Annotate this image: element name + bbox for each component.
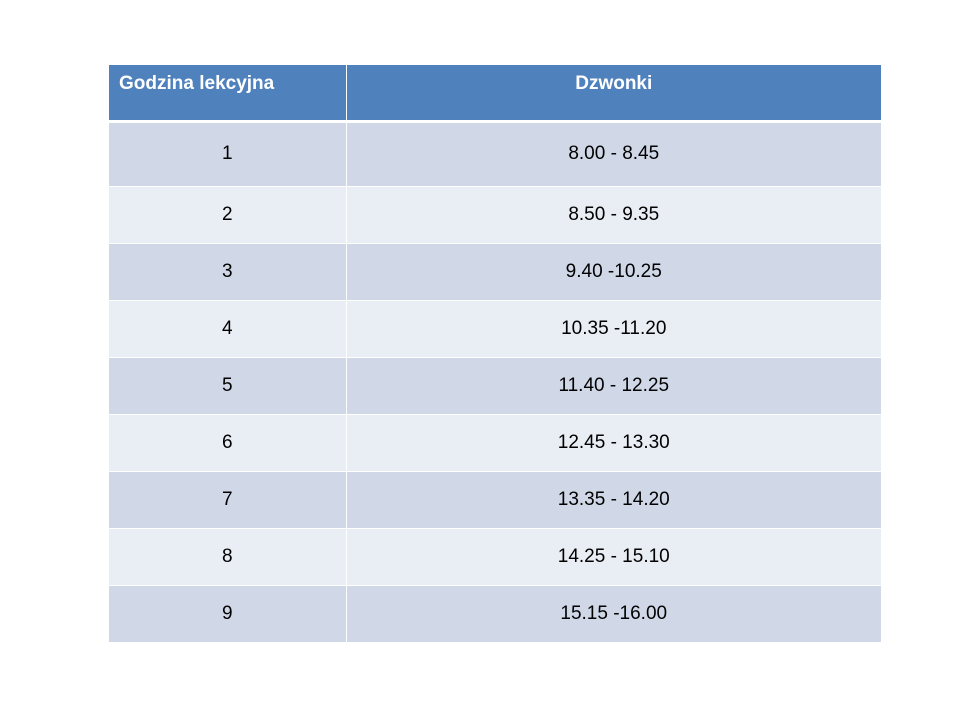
table-row: 4 10.35 -11.20 [109,300,881,358]
lesson-number-cell: 2 [109,186,346,244]
header-bells: Dzwonki [345,65,881,123]
lesson-number-cell: 6 [109,414,346,472]
lesson-number-cell: 1 [109,121,346,187]
lesson-number-cell: 7 [109,471,346,529]
table-header-row: Godzina lekcyjna Dzwonki [109,65,881,123]
bell-time-cell: 8.00 - 8.45 [345,121,881,187]
lesson-number-cell: 4 [109,300,346,358]
table-row: 6 12.45 - 13.30 [109,414,881,472]
lesson-number-cell: 5 [109,357,346,415]
table-row: 9 15.15 -16.00 [109,585,881,643]
table-row: 5 11.40 - 12.25 [109,357,881,415]
bell-time-cell: 12.45 - 13.30 [345,414,881,472]
table-row: 3 9.40 -10.25 [109,243,881,301]
table-row: 8 14.25 - 15.10 [109,528,881,586]
header-lesson-hour: Godzina lekcyjna [109,65,346,123]
bell-time-cell: 11.40 - 12.25 [345,357,881,415]
bell-time-cell: 14.25 - 15.10 [345,528,881,586]
table-row: 7 13.35 - 14.20 [109,471,881,529]
lesson-number-cell: 8 [109,528,346,586]
bell-schedule-table: Godzina lekcyjna Dzwonki 1 8.00 - 8.45 2… [109,65,881,643]
bell-time-cell: 8.50 - 9.35 [345,186,881,244]
lesson-number-cell: 3 [109,243,346,301]
lesson-number-cell: 9 [109,585,346,643]
bell-time-cell: 9.40 -10.25 [345,243,881,301]
bell-time-cell: 10.35 -11.20 [345,300,881,358]
table-row: 2 8.50 - 9.35 [109,186,881,244]
bell-time-cell: 13.35 - 14.20 [345,471,881,529]
table-row: 1 8.00 - 8.45 [109,121,881,187]
bell-time-cell: 15.15 -16.00 [345,585,881,643]
